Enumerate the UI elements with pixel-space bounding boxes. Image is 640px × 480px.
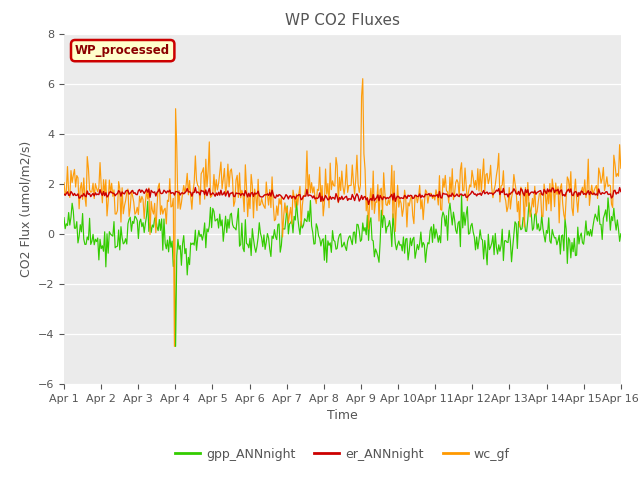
er_ANNnight — [365, 202, 372, 207]
gpp_ANNnight — [234, 205, 242, 211]
wc_gf — [374, 182, 381, 188]
er_ANNnight — [568, 192, 576, 198]
X-axis label: Time: Time — [327, 409, 358, 422]
wc_gf — [60, 180, 68, 185]
er_ANNnight — [60, 191, 68, 197]
Legend: gpp_ANNnight, er_ANNnight, wc_gf: gpp_ANNnight, er_ANNnight, wc_gf — [170, 443, 515, 466]
Line: gpp_ANNnight: gpp_ANNnight — [64, 195, 621, 347]
gpp_ANNnight — [373, 249, 381, 255]
gpp_ANNnight — [296, 231, 304, 237]
gpp_ANNnight — [472, 247, 479, 253]
gpp_ANNnight — [172, 344, 179, 349]
Title: WP CO2 Fluxes: WP CO2 Fluxes — [285, 13, 400, 28]
wc_gf — [617, 165, 625, 171]
er_ANNnight — [374, 192, 381, 198]
wc_gf — [359, 76, 367, 82]
er_ANNnight — [296, 192, 304, 198]
gpp_ANNnight — [60, 215, 68, 220]
er_ANNnight — [617, 189, 625, 194]
Line: er_ANNnight: er_ANNnight — [64, 188, 621, 204]
er_ANNnight — [234, 191, 242, 196]
wc_gf — [568, 205, 576, 211]
Line: wc_gf: wc_gf — [64, 79, 621, 347]
gpp_ANNnight — [617, 231, 625, 237]
wc_gf — [401, 187, 408, 193]
gpp_ANNnight — [568, 240, 576, 245]
wc_gf — [296, 183, 304, 189]
er_ANNnight — [401, 192, 408, 198]
gpp_ANNnight — [458, 192, 465, 198]
gpp_ANNnight — [399, 234, 407, 240]
wc_gf — [171, 344, 179, 349]
Text: WP_processed: WP_processed — [75, 44, 170, 57]
er_ANNnight — [191, 185, 199, 191]
wc_gf — [472, 178, 479, 183]
er_ANNnight — [472, 191, 479, 197]
wc_gf — [234, 194, 242, 200]
Y-axis label: CO2 Flux (umol/m2/s): CO2 Flux (umol/m2/s) — [19, 141, 32, 277]
